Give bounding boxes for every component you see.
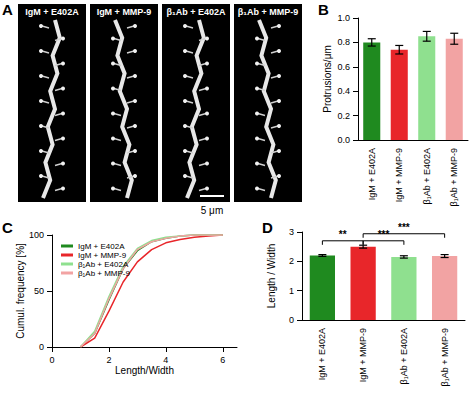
svg-text:IgM + E402A: IgM + E402A — [25, 7, 79, 17]
svg-text:0.2: 0.2 — [337, 111, 350, 121]
svg-text:β₁Ab + E402A: β₁Ab + E402A — [167, 7, 226, 17]
svg-text:**: ** — [339, 229, 347, 240]
svg-text:0.6: 0.6 — [337, 62, 350, 72]
svg-text:IgM + E402A: IgM + E402A — [317, 328, 327, 380]
svg-text:β₁Ab + MMP-9: β₁Ab + MMP-9 — [440, 328, 450, 386]
svg-text:β₁Ab + MMP-9: β₁Ab + MMP-9 — [238, 7, 298, 17]
svg-text:***: *** — [378, 229, 390, 240]
svg-text:0.4: 0.4 — [337, 86, 350, 96]
svg-text:β₁Ab + E402A: β₁Ab + E402A — [399, 328, 409, 385]
svg-text:1: 1 — [289, 286, 294, 296]
svg-text:0.0: 0.0 — [337, 135, 350, 145]
svg-text:***: *** — [398, 222, 410, 233]
svg-text:β₁Ab + MMP-9: β₁Ab + MMP-9 — [78, 269, 131, 278]
svg-text:Protrusions/μm: Protrusions/μm — [322, 45, 333, 112]
svg-text:50: 50 — [34, 286, 44, 296]
svg-text:5 μm: 5 μm — [201, 205, 223, 216]
svg-text:β₁Ab + E402A: β₁Ab + E402A — [78, 260, 129, 269]
svg-text:3: 3 — [289, 227, 294, 237]
svg-text:IgM + MMP-9: IgM + MMP-9 — [78, 251, 127, 260]
svg-text:Cumul. frequency [%]: Cumul. frequency [%] — [15, 243, 26, 339]
svg-text:0: 0 — [49, 355, 54, 365]
svg-text:IgM + MMP-9: IgM + MMP-9 — [394, 148, 404, 202]
svg-text:0: 0 — [39, 342, 44, 352]
svg-text:0.8: 0.8 — [337, 37, 350, 47]
svg-text:6: 6 — [220, 355, 225, 365]
svg-text:IgM + E402A: IgM + E402A — [367, 148, 377, 200]
svg-text:0: 0 — [289, 315, 294, 325]
svg-text:D: D — [262, 219, 273, 236]
svg-text:β₁Ab + E402A: β₁Ab + E402A — [422, 148, 432, 205]
svg-text:β₁Ab + MMP-9: β₁Ab + MMP-9 — [449, 148, 459, 206]
svg-text:Length / Width: Length / Width — [266, 244, 277, 308]
svg-text:4: 4 — [163, 355, 168, 365]
svg-text:A: A — [2, 1, 13, 18]
svg-text:B: B — [318, 1, 329, 18]
svg-text:IgM + MMP-9: IgM + MMP-9 — [97, 7, 152, 17]
svg-text:2: 2 — [289, 256, 294, 266]
svg-text:100: 100 — [29, 230, 44, 240]
svg-text:Length/Width: Length/Width — [115, 365, 174, 376]
svg-text:2: 2 — [106, 355, 111, 365]
svg-text:C: C — [2, 219, 13, 236]
svg-text:IgM + E402A: IgM + E402A — [78, 242, 125, 251]
svg-text:IgM + MMP-9: IgM + MMP-9 — [358, 328, 368, 382]
svg-text:1.0: 1.0 — [337, 13, 350, 23]
